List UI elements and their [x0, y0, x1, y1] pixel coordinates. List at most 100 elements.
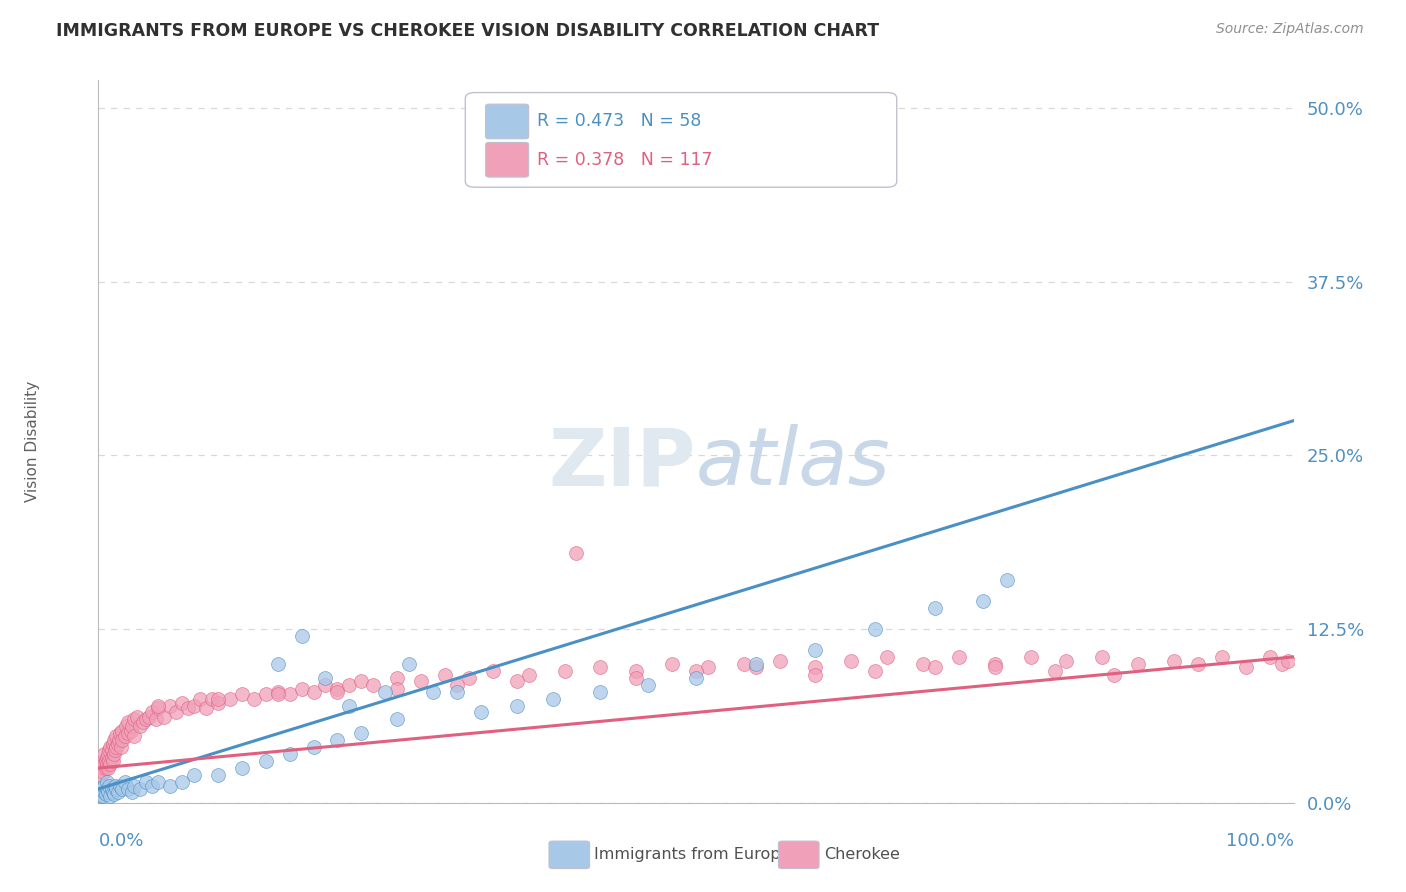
Point: [124, 779, 146, 793]
Point: [339, 698, 361, 713]
FancyBboxPatch shape: [485, 104, 529, 139]
Point: [172, 696, 194, 710]
Point: [219, 691, 242, 706]
Point: [98, 756, 122, 771]
Point: [105, 740, 128, 755]
Text: Source: ZipAtlas.com: Source: ZipAtlas.com: [1216, 22, 1364, 37]
Point: [267, 684, 290, 698]
Point: [135, 775, 157, 789]
Point: [159, 698, 181, 713]
Point: [745, 657, 768, 671]
Point: [98, 740, 122, 755]
Point: [91, 789, 114, 803]
Point: [326, 733, 349, 747]
Point: [278, 687, 301, 701]
Point: [97, 747, 120, 761]
Point: [148, 701, 170, 715]
Text: R = 0.378   N = 117: R = 0.378 N = 117: [537, 151, 713, 169]
Point: [1234, 659, 1257, 673]
Point: [138, 709, 160, 723]
Point: [165, 706, 187, 720]
Point: [129, 781, 152, 796]
Point: [385, 671, 409, 685]
Point: [995, 574, 1018, 588]
Point: [231, 687, 253, 701]
Point: [121, 785, 143, 799]
Point: [267, 657, 290, 671]
Point: [114, 729, 136, 743]
Point: [911, 657, 934, 671]
Point: [254, 687, 277, 701]
Point: [91, 781, 114, 796]
Point: [1187, 657, 1209, 671]
Point: [804, 643, 827, 657]
Point: [108, 779, 131, 793]
Point: [924, 659, 946, 673]
Point: [93, 747, 115, 761]
Text: 100.0%: 100.0%: [1226, 831, 1294, 850]
Point: [876, 649, 898, 664]
Point: [141, 706, 163, 720]
Point: [374, 684, 396, 698]
Point: [302, 740, 325, 755]
Point: [93, 756, 115, 771]
Point: [506, 698, 529, 713]
Point: [697, 659, 720, 673]
Point: [422, 684, 444, 698]
Point: [107, 785, 129, 799]
Point: [1277, 654, 1299, 668]
Point: [107, 738, 129, 752]
Point: [111, 733, 134, 747]
Point: [302, 684, 325, 698]
Point: [1128, 657, 1150, 671]
Point: [148, 775, 170, 789]
Point: [291, 681, 314, 696]
Point: [385, 681, 409, 696]
Point: [1019, 649, 1042, 664]
Point: [626, 664, 648, 678]
Point: [145, 713, 167, 727]
Point: [100, 751, 122, 765]
Point: [207, 768, 229, 782]
Point: [637, 678, 659, 692]
Text: Immigrants from Europe: Immigrants from Europe: [595, 847, 790, 863]
Point: [104, 779, 127, 793]
Point: [90, 768, 112, 782]
Point: [1104, 668, 1126, 682]
Point: [98, 754, 121, 768]
Point: [1211, 649, 1233, 664]
Point: [117, 726, 139, 740]
Point: [172, 775, 194, 789]
Point: [554, 664, 576, 678]
Text: IMMIGRANTS FROM EUROPE VS CHEROKEE VISION DISABILITY CORRELATION CHART: IMMIGRANTS FROM EUROPE VS CHEROKEE VISIO…: [56, 22, 879, 40]
Point: [131, 715, 153, 730]
Point: [924, 601, 946, 615]
Point: [589, 659, 612, 673]
Point: [97, 785, 120, 799]
Point: [111, 781, 134, 796]
Point: [972, 594, 994, 608]
Point: [91, 761, 114, 775]
Point: [124, 713, 146, 727]
Point: [117, 781, 139, 796]
Point: [350, 726, 373, 740]
Point: [94, 754, 117, 768]
Point: [195, 701, 218, 715]
Point: [865, 622, 887, 636]
Point: [398, 657, 420, 671]
Point: [1091, 649, 1114, 664]
Point: [363, 678, 385, 692]
Point: [315, 671, 337, 685]
Point: [159, 779, 181, 793]
Point: [411, 673, 433, 688]
Point: [434, 668, 457, 682]
Point: [804, 659, 827, 673]
Point: [96, 781, 118, 796]
Point: [108, 726, 131, 740]
Point: [105, 729, 128, 743]
Point: [350, 673, 373, 688]
Point: [188, 691, 211, 706]
Point: [110, 740, 132, 755]
Point: [107, 733, 129, 747]
Text: atlas: atlas: [696, 425, 891, 502]
